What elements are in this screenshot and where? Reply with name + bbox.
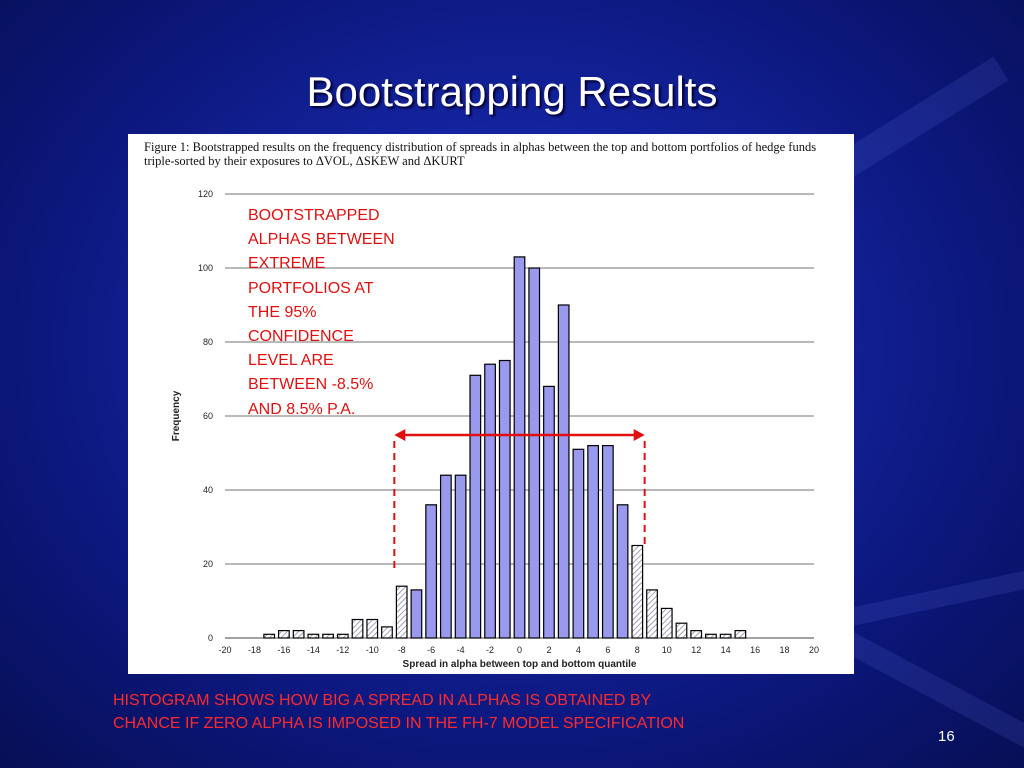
x-tick-label: -20 xyxy=(218,645,231,655)
histogram-bar xyxy=(587,445,600,639)
x-tick-label: -10 xyxy=(366,645,379,655)
y-tick-label: 120 xyxy=(198,189,213,199)
histogram-bar xyxy=(498,359,511,639)
x-tick-label: -8 xyxy=(398,645,406,655)
histogram-bar xyxy=(351,618,364,639)
x-tick-label: -4 xyxy=(457,645,465,655)
x-tick-label: -6 xyxy=(427,645,435,655)
histogram-bar xyxy=(366,618,379,639)
histogram-bar xyxy=(646,589,658,639)
histogram-bar xyxy=(484,363,496,639)
x-tick-label: -18 xyxy=(248,645,261,655)
histogram-bar xyxy=(675,622,688,639)
y-tick-label: 80 xyxy=(203,337,213,347)
histogram-bar xyxy=(616,504,629,639)
histogram-bar xyxy=(454,474,467,639)
slide-title: Bootstrapping Results xyxy=(306,68,718,115)
x-tick-label: 2 xyxy=(546,645,551,655)
histogram-bar xyxy=(557,304,570,639)
histogram-bar xyxy=(528,267,541,639)
histogram-bar xyxy=(734,630,747,639)
histogram-bar xyxy=(469,374,482,639)
figure-panel: 0 20 40 60 80 100 120 -20 -18 -16 -14 -12 -10 -8 -6 -4-… xyxy=(128,134,854,674)
confidence-annotation: BOOTSTRAPPED ALPHAS BETWEEN EXTREME PORT… xyxy=(248,207,395,418)
histogram-bar xyxy=(410,589,423,639)
x-tick-label: 6 xyxy=(605,645,610,655)
histogram-bar xyxy=(660,607,673,639)
histogram-bar xyxy=(307,633,320,639)
x-tick-label: 12 xyxy=(691,645,701,655)
slide-footnote: HISTOGRAM SHOWS HOW BIG A SPREAD IN ALPH… xyxy=(113,692,685,732)
histogram-bar xyxy=(719,633,732,639)
histogram-bar xyxy=(439,474,452,639)
histogram-bar xyxy=(336,633,349,639)
x-tick-label: -12 xyxy=(336,645,349,655)
x-tick-label: 0 xyxy=(517,645,522,655)
figure-caption: Figure 1: Bootstrapped results on the fr… xyxy=(144,140,817,168)
y-tick-label: 60 xyxy=(203,411,213,421)
histogram-bar xyxy=(292,630,305,639)
ci-arrow-right-head xyxy=(633,429,645,441)
x-tick-label: 18 xyxy=(780,645,790,655)
x-tick-label: -16 xyxy=(277,645,290,655)
histogram-bar xyxy=(322,633,334,639)
x-axis-title: Spread in alpha between top and bottom q… xyxy=(403,659,637,670)
y-tick-label: 100 xyxy=(198,263,213,273)
histogram-bar xyxy=(263,633,276,639)
y-axis-title: Frequency xyxy=(171,390,182,441)
histogram-bar xyxy=(601,445,614,639)
histogram-bar xyxy=(425,504,438,639)
histogram-bar xyxy=(381,626,393,639)
histogram-bar xyxy=(277,630,290,639)
ci-arrow-left-head xyxy=(394,429,406,441)
x-tick-label: 4 xyxy=(576,645,581,655)
histogram-bar xyxy=(572,448,585,639)
histogram-bar xyxy=(395,585,408,639)
histogram-bar xyxy=(513,256,526,639)
x-tick-label: -2 xyxy=(486,645,494,655)
x-tick-label: 10 xyxy=(662,645,672,655)
x-tick-label: 16 xyxy=(750,645,760,655)
histogram-bar xyxy=(705,633,717,639)
slide-number: 16 xyxy=(938,728,955,745)
histogram-bar xyxy=(631,544,644,639)
histogram-bar xyxy=(690,630,703,639)
y-tick-label: 20 xyxy=(203,559,213,569)
x-tick-label: 20 xyxy=(809,645,819,655)
x-tick-label: -14 xyxy=(307,645,320,655)
x-tick-label: 8 xyxy=(635,645,640,655)
y-tick-label: 40 xyxy=(203,485,213,495)
histogram-bar xyxy=(543,385,555,639)
y-tick-label: 0 xyxy=(208,633,213,643)
x-tick-label: 14 xyxy=(721,645,731,655)
